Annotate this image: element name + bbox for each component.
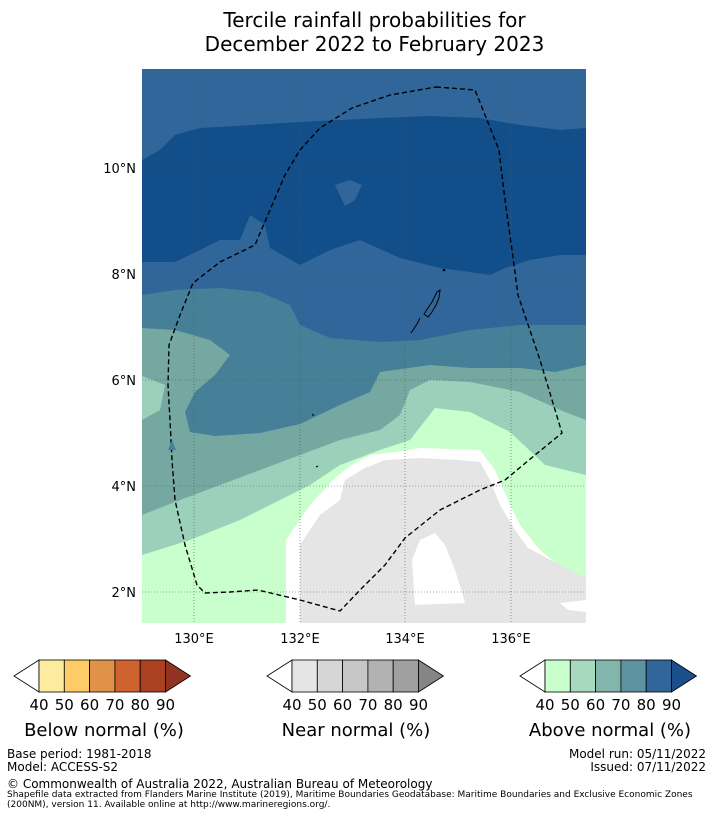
lat-tick-4: 4°N [112, 480, 137, 495]
above-swatch-4 [620, 659, 647, 693]
colorbar-near-label: Near normal (%) [281, 720, 431, 741]
title-line-1: Tercile rainfall probabilities for [223, 8, 526, 32]
lat-tick-6: 6°N [112, 374, 137, 389]
zone-white-pocket [412, 533, 465, 605]
lon-tick-130: 130°E [174, 632, 214, 647]
above-swatch-1 [544, 659, 571, 693]
below-swatch-5 [139, 659, 166, 693]
zone-above-50 [142, 376, 165, 420]
near-tick-90: 90 [409, 696, 428, 714]
near-arrow-low [266, 659, 293, 693]
island-kayangel [442, 268, 446, 272]
below-arrow-low [13, 659, 40, 693]
title-line-2: December 2022 to February 2023 [204, 32, 545, 56]
zone-above-40-west [142, 575, 300, 623]
meta-right: Model run: 05/11/2022 Issued: 07/11/2022 [569, 748, 706, 774]
map-title: Tercile rainfall probabilities for Decem… [0, 8, 713, 56]
gridlines [142, 69, 586, 623]
below-tick-50: 50 [55, 696, 74, 714]
above-swatch-5 [645, 659, 672, 693]
below-tick-60: 60 [80, 696, 99, 714]
lon-tick-136: 136°E [491, 632, 531, 647]
near-tick-80: 80 [384, 696, 403, 714]
shapefile-line-1: Shapefile data extracted from Flanders M… [7, 790, 693, 800]
colorbar-below-label: Below normal (%) [24, 720, 184, 741]
above-arrow-high [671, 659, 698, 693]
colorbar-above: 40 50 60 70 80 90 [519, 659, 698, 714]
below-tick-70: 70 [105, 696, 124, 714]
near-swatch-3 [342, 659, 369, 693]
near-tick-50: 50 [308, 696, 327, 714]
base-period: Base period: 1981-2018 [7, 747, 152, 761]
issued-date: Issued: 07/11/2022 [590, 760, 706, 774]
zone-above-90 [142, 116, 586, 275]
below-swatch-4 [114, 659, 141, 693]
zone-above-80-patch [335, 180, 362, 206]
above-arrow-low [519, 659, 546, 693]
near-swatch-4 [367, 659, 394, 693]
sonsorol-dot [315, 465, 319, 468]
lat-tick-8: 8°N [112, 268, 137, 283]
meta-left: Base period: 1981-2018 Model: ACCESS-S2 [7, 748, 152, 774]
near-arrow-high [418, 659, 445, 693]
palau-islands [410, 268, 446, 334]
below-tick-80: 80 [131, 696, 150, 714]
probability-field [142, 69, 586, 623]
lon-tick-labels: 130°E 132°E 134°E 136°E [174, 632, 531, 647]
near-tick-60: 60 [333, 696, 352, 714]
near-swatch-1 [291, 659, 318, 693]
above-tick-40: 40 [535, 696, 554, 714]
colorbar-below: 40 50 60 70 80 90 [13, 659, 192, 714]
above-tick-50: 50 [561, 696, 580, 714]
zone-near-40 [300, 458, 586, 623]
below-tick-90: 90 [156, 696, 175, 714]
below-swatch-1 [38, 659, 65, 693]
below-tick-40: 40 [29, 696, 48, 714]
copyright: © Commonwealth of Australia 2022, Austra… [7, 777, 433, 791]
near-swatch-2 [316, 659, 343, 693]
colorbar-near: 40 50 60 70 80 90 [266, 659, 445, 714]
model-run: Model run: 05/11/2022 [568, 747, 706, 761]
above-tick-80: 80 [637, 696, 656, 714]
above-swatch-3 [595, 659, 622, 693]
above-tick-90: 90 [662, 696, 681, 714]
shapefile-credit: Shapefile data extracted from Flanders M… [7, 790, 711, 810]
eez-boundary [167, 86, 563, 612]
island-south [410, 317, 421, 334]
island-babeldaob [423, 288, 441, 318]
above-tick-70: 70 [611, 696, 630, 714]
colorbar-above-label: Above normal (%) [528, 720, 692, 741]
below-swatch-2 [63, 659, 90, 693]
lat-tick-10: 10°N [103, 162, 136, 177]
lon-tick-134: 134°E [385, 632, 425, 647]
near-tick-40: 40 [282, 696, 301, 714]
below-swatch-3 [89, 659, 116, 693]
below-arrow-high [165, 659, 192, 693]
lat-tick-2: 2°N [112, 586, 137, 601]
shapefile-line-2: (200NM), version 11. Available online at… [7, 800, 331, 810]
above-tick-60: 60 [586, 696, 605, 714]
near-tick-70: 70 [358, 696, 377, 714]
lat-tick-labels: 10°N 8°N 6°N 4°N 2°N [103, 162, 136, 601]
lon-tick-132: 132°E [280, 632, 320, 647]
model-name: Model: ACCESS-S2 [7, 760, 119, 774]
near-swatch-5 [392, 659, 419, 693]
tobi-dot [311, 413, 315, 417]
above-swatch-2 [569, 659, 596, 693]
island-marker-west [168, 440, 176, 450]
